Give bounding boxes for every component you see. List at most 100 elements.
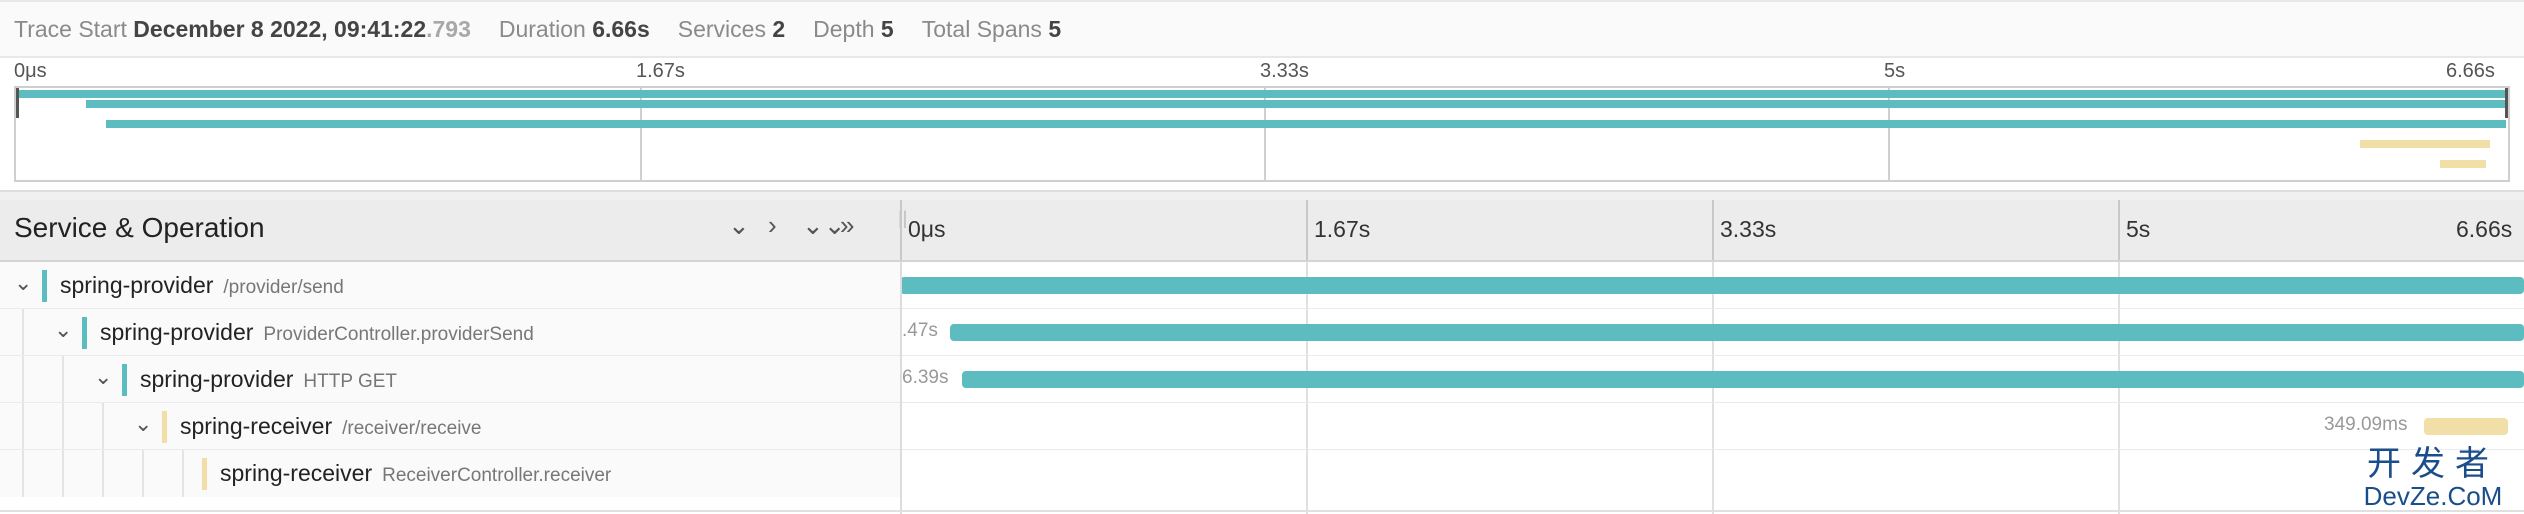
minimap-tick: 3.33s bbox=[1260, 60, 1309, 82]
minimap-canvas[interactable] bbox=[14, 86, 2510, 182]
span-operation-name: HTTP GET bbox=[303, 371, 398, 392]
service-color-mark bbox=[82, 317, 87, 349]
duration: Duration 6.66s bbox=[498, 15, 650, 42]
double-chevron-right-icon[interactable]: » bbox=[840, 210, 855, 240]
span-row[interactable]: ⌄ spring-provider/provider/send bbox=[0, 262, 2524, 309]
minimap-gridline bbox=[640, 88, 642, 180]
span-service-name: spring-receiver ReceiverController.receiv… bbox=[220, 460, 612, 486]
chevron-right-icon[interactable]: › bbox=[768, 210, 777, 240]
services-value: 2 bbox=[772, 15, 786, 42]
service-operation-title: Service & Operation bbox=[14, 212, 265, 243]
trace-start: Trace Start December 8 2022, 09:41:22.79… bbox=[14, 15, 471, 42]
trace-minimap[interactable]: 0μs 1.67s 3.33s 5s 6.66s bbox=[0, 58, 2524, 190]
timeline-tick: 1.67s bbox=[1314, 216, 1371, 242]
minimap-span-bar bbox=[106, 120, 2506, 128]
tree-guide-line bbox=[62, 450, 64, 497]
span-name-cell[interactable]: spring-receiver ReceiverController.receiv… bbox=[0, 450, 900, 497]
timeline-gridline bbox=[1712, 200, 1714, 260]
timeline-gridline bbox=[1712, 262, 1714, 514]
tree-guide-line bbox=[142, 450, 144, 497]
minimap-left-handle[interactable] bbox=[16, 88, 19, 118]
chevron-down-icon[interactable]: ⌄ bbox=[728, 210, 750, 240]
span-rows: ⌄ spring-provider/provider/send ⌄ spring… bbox=[0, 262, 2524, 514]
row-separator bbox=[0, 402, 2524, 403]
column-resize-handle[interactable]: || bbox=[898, 208, 908, 228]
column-divider bbox=[900, 262, 902, 514]
minimap-tick: 6.66s bbox=[2446, 60, 2495, 82]
tree-guide-line bbox=[102, 450, 104, 497]
span-bar[interactable] bbox=[2424, 418, 2508, 435]
timeline-gridline bbox=[2118, 262, 2120, 514]
service-color-mark bbox=[122, 364, 127, 396]
span-service-name: spring-receiver/receiver/receive bbox=[180, 413, 482, 439]
span-operation-name: /receiver/receive bbox=[342, 418, 482, 439]
span-row[interactable]: ⌄ spring-provider ProviderController.prov… bbox=[0, 309, 2524, 356]
span-table-header: Service & Operation ⌄ › ⌄⌄ » || 0μs 1.67… bbox=[0, 200, 2524, 262]
chevron-down-icon[interactable]: ⌄ bbox=[54, 317, 73, 342]
span-row[interactable]: ⌄ spring-receiver/receiver/receive 349.0… bbox=[0, 403, 2524, 450]
minimap-right-handle[interactable] bbox=[2505, 88, 2508, 118]
depth: Depth 5 bbox=[813, 15, 894, 42]
tree-guide-line bbox=[22, 356, 24, 403]
total-spans-value: 5 bbox=[1048, 15, 1062, 42]
span-bar[interactable] bbox=[962, 371, 2524, 388]
span-service-name: spring-provider HTTP GET bbox=[140, 366, 398, 392]
span-name-cell[interactable]: ⌄ spring-provider HTTP GET bbox=[0, 356, 900, 403]
span-operation-name: ProviderController.providerSend bbox=[263, 324, 534, 345]
trace-start-value: December 8 2022, 09:41:22 bbox=[133, 15, 427, 42]
tree-guide-line bbox=[22, 403, 24, 450]
span-row[interactable]: spring-receiver ReceiverController.receiv… bbox=[0, 450, 2524, 497]
span-name-cell[interactable]: ⌄ spring-provider ProviderController.prov… bbox=[0, 309, 900, 356]
timeline-tick: 3.33s bbox=[1720, 216, 1777, 242]
service-color-mark bbox=[202, 458, 207, 490]
timeline-gridline bbox=[900, 200, 902, 260]
row-separator bbox=[0, 308, 2524, 309]
minimap-span-bar bbox=[86, 100, 2508, 108]
timeline-tick: 0μs bbox=[908, 216, 946, 242]
timeline-tick: 5s bbox=[2126, 216, 2151, 242]
bottom-border bbox=[0, 510, 2524, 512]
span-duration-label: 6.39s bbox=[902, 367, 949, 388]
service-operation-header: Service & Operation ⌄ › ⌄⌄ » || bbox=[0, 200, 908, 260]
timeline-gridline bbox=[1306, 200, 1308, 260]
tree-guide-line bbox=[22, 450, 24, 497]
tree-guide-line bbox=[182, 450, 184, 497]
tree-guide-line bbox=[62, 356, 64, 403]
minimap-tick: 5s bbox=[1884, 60, 1906, 82]
span-bar[interactable] bbox=[950, 324, 2524, 341]
service-color-mark bbox=[42, 270, 47, 302]
timeline-tick: 6.66s bbox=[2456, 216, 2513, 242]
span-operation-name: /provider/send bbox=[223, 277, 344, 298]
span-service-name: spring-provider ProviderController.provid… bbox=[100, 319, 534, 345]
timeline-gridline bbox=[1306, 262, 1308, 514]
span-duration-label: 349.09ms bbox=[2324, 414, 2408, 435]
chevron-down-icon[interactable]: ⌄ bbox=[134, 411, 153, 436]
row-separator bbox=[0, 355, 2524, 356]
minimap-tick: 1.67s bbox=[636, 60, 685, 82]
watermark-logo: 开发者 DevZe.CoM bbox=[2363, 444, 2503, 511]
row-separator bbox=[0, 449, 2524, 450]
span-name-cell[interactable]: ⌄ spring-receiver/receiver/receive bbox=[0, 403, 900, 450]
span-operation-name: ReceiverController.receiver bbox=[382, 465, 612, 486]
minimap-gridline bbox=[1888, 88, 1890, 180]
chevron-down-icon[interactable]: ⌄ bbox=[14, 270, 33, 295]
trace-summary-bar: Trace Start December 8 2022, 09:41:22.79… bbox=[0, 0, 2524, 58]
tree-guide-line bbox=[102, 403, 104, 450]
duration-value: 6.66s bbox=[592, 15, 650, 42]
minimap-gridline bbox=[1264, 88, 1266, 180]
double-chevron-down-icon[interactable]: ⌄⌄ bbox=[802, 210, 846, 240]
span-name-cell[interactable]: ⌄ spring-provider/provider/send bbox=[0, 262, 900, 309]
minimap-span-bar bbox=[2360, 140, 2490, 148]
timeline-gridline bbox=[2118, 200, 2120, 260]
chevron-down-icon[interactable]: ⌄ bbox=[94, 364, 113, 389]
tree-guide-line bbox=[62, 403, 64, 450]
minimap-span-bar bbox=[16, 90, 2508, 98]
minimap-tick: 0μs bbox=[14, 60, 47, 82]
depth-value: 5 bbox=[880, 15, 894, 42]
span-service-name: spring-provider/provider/send bbox=[60, 272, 344, 298]
tree-guide-line bbox=[22, 309, 24, 356]
minimap-span-bar bbox=[2440, 160, 2486, 168]
span-bar[interactable] bbox=[900, 277, 2524, 294]
span-row[interactable]: ⌄ spring-provider HTTP GET 6.39s bbox=[0, 356, 2524, 403]
services-count: Services 2 bbox=[677, 15, 786, 42]
